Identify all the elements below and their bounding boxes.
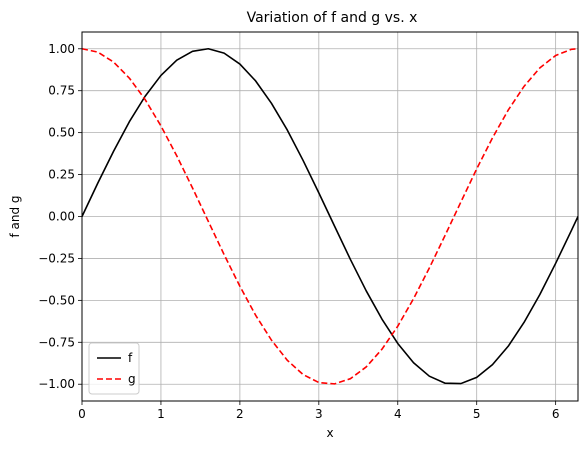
legend-label-f: f <box>128 351 133 365</box>
x-tick-label: 1 <box>157 407 165 421</box>
y-tick-label: −0.25 <box>38 251 75 265</box>
y-tick-label: −0.50 <box>38 293 75 307</box>
series-line-g <box>81 47 579 385</box>
y-tick-label: −1.00 <box>38 377 75 391</box>
x-tick-label: 6 <box>552 407 560 421</box>
x-tick-label: 3 <box>315 407 323 421</box>
legend: fg <box>88 342 140 395</box>
x-tick-label: 2 <box>236 407 244 421</box>
y-axis: −1.00 −0.75 −0.50 −0.25 0.00 0.25 0.50 0.75 1.00 <box>38 42 82 391</box>
y-axis-label: f and g <box>8 195 22 237</box>
y-tick-label: 0.00 <box>48 210 75 224</box>
y-tick-label: 0.25 <box>48 168 75 182</box>
y-tick-label: −0.75 <box>38 335 75 349</box>
y-tick-label: 0.75 <box>48 84 75 98</box>
legend-box <box>88 342 140 395</box>
x-axis-label: x <box>326 426 333 440</box>
x-axis: 0 1 2 3 4 5 6 <box>78 401 559 421</box>
y-tick-label: 1.00 <box>48 42 75 56</box>
x-tick-label: 4 <box>394 407 402 421</box>
series-group <box>81 47 579 385</box>
chart-title: Variation of f and g vs. x <box>247 10 418 26</box>
x-tick-label: 5 <box>473 407 481 421</box>
legend-label-g: g <box>128 372 136 386</box>
series-line-f <box>81 47 579 385</box>
y-tick-label: 0.50 <box>48 126 75 140</box>
x-tick-label: 0 <box>78 407 86 421</box>
